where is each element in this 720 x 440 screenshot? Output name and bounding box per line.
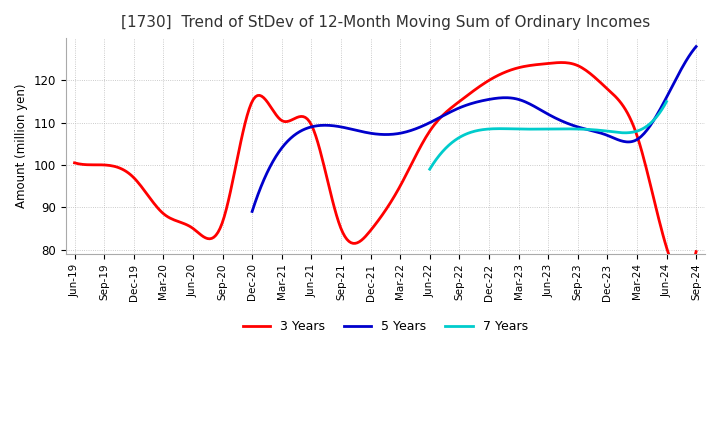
5 Years (650, 116, 659, 121)
Line: 5 Years: 5 Years (252, 47, 696, 212)
3 Years (72, 161, 81, 166)
7 Years (625, 130, 634, 135)
5 Years (510, 96, 519, 101)
7 Years (566, 126, 575, 132)
3 Years (440, 111, 449, 116)
5 Years (520, 99, 528, 104)
5 Years (249, 204, 258, 209)
7 Years (640, 125, 649, 130)
3 Years (680, 275, 688, 281)
7 Years (426, 167, 434, 172)
Title: [1730]  Trend of StDev of 12-Month Moving Sum of Ordinary Incomes: [1730] Trend of StDev of 12-Month Moving… (121, 15, 650, 30)
3 Years (692, 249, 701, 254)
5 Years (622, 139, 631, 144)
7 Years (567, 126, 575, 132)
5 Years (692, 44, 701, 49)
3 Years (71, 160, 79, 165)
Line: 7 Years: 7 Years (430, 102, 667, 169)
Legend: 3 Years, 5 Years, 7 Years: 3 Years, 5 Years, 7 Years (238, 315, 533, 338)
Y-axis label: Amount (million yen): Amount (million yen) (15, 84, 28, 208)
3 Years (596, 80, 605, 85)
7 Years (426, 165, 435, 171)
3 Years (636, 143, 644, 148)
3 Years (438, 113, 447, 118)
7 Years (570, 126, 579, 132)
5 Years (512, 96, 521, 102)
Line: 3 Years: 3 Years (75, 62, 696, 278)
5 Years (248, 209, 256, 214)
3 Years (557, 60, 565, 65)
3 Years (451, 102, 459, 107)
7 Years (662, 99, 671, 104)
